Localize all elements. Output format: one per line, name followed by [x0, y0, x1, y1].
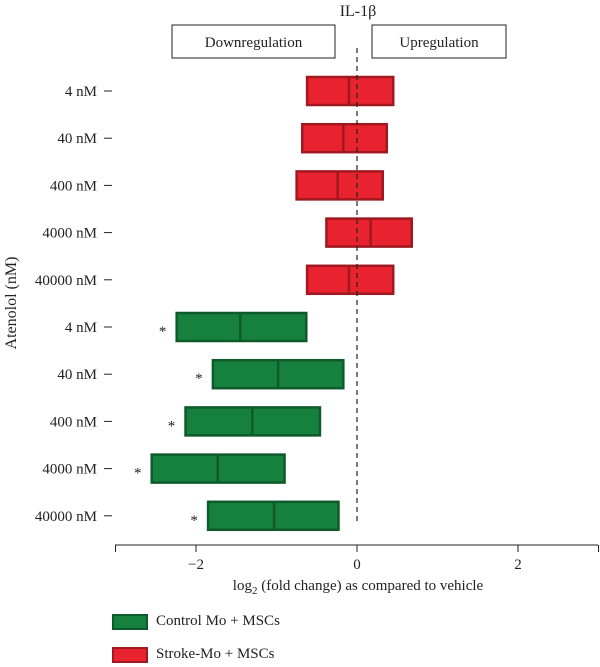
y-tick-label: 40 nM — [57, 131, 97, 147]
bar-stroke-3 — [325, 217, 413, 248]
y-tick-7: 400 nM — [50, 414, 112, 430]
legend-swatch-stroke — [112, 646, 148, 663]
y-tick-1: 40 nM — [57, 131, 112, 147]
x-tick-label: −2 — [188, 557, 204, 573]
y-tick-9: 40000 nM — [35, 509, 112, 525]
bar-stroke-1 — [301, 122, 389, 154]
legend-label-stroke: Stroke-Mo + MSCs — [156, 646, 275, 662]
y-tick-label: 4000 nM — [42, 226, 97, 242]
y-tick-8: 4000 nM — [42, 462, 112, 478]
legend-item-stroke: Stroke-Mo + MSCs — [112, 646, 274, 663]
y-tick-label: 4 nM — [65, 84, 97, 100]
significance-marker: * — [168, 418, 176, 434]
annotation-left-label: Downregulation — [205, 35, 303, 51]
y-tick-label: 40 nM — [57, 367, 97, 383]
bar-control-3: * — [134, 453, 286, 484]
y-tick-label: 4000 nM — [42, 462, 97, 478]
y-tick-3: 4000 nM — [42, 226, 112, 242]
legend-item-control: Control Mo + MSCs — [112, 613, 280, 630]
y-tick-4: 40000 nM — [35, 273, 112, 289]
bar-stroke-4 — [305, 264, 395, 296]
significance-marker: * — [134, 466, 142, 482]
chart-title: IL-1β — [340, 3, 377, 20]
x-tick-2: 2 — [514, 545, 522, 573]
bar-stroke-2 — [295, 170, 385, 201]
y-tick-6: 40 nM — [57, 367, 112, 383]
y-tick-label: 40000 nM — [35, 273, 97, 289]
significance-marker: * — [159, 324, 167, 340]
y-tick-label: 40000 nM — [35, 509, 97, 525]
annotation-right-label: Upregulation — [399, 35, 479, 51]
legend-swatch-control — [112, 613, 148, 630]
bar-stroke-0 — [305, 75, 395, 107]
y-axis-label: Atenolol (nM) — [3, 257, 20, 350]
annotation-upregulation: Upregulation — [371, 24, 507, 59]
y-tick-label: 4 nM — [65, 320, 97, 336]
y-tick-label: 400 nM — [50, 178, 97, 194]
bar-box — [325, 217, 413, 248]
x-tick-0: −2 — [188, 545, 204, 573]
annotation-downregulation: Downregulation — [171, 24, 336, 59]
bar-box — [295, 170, 385, 201]
x-tick-label: 2 — [514, 557, 522, 573]
significance-marker: * — [195, 371, 203, 387]
bar-control-4: * — [190, 500, 340, 532]
x-tick-label: 0 — [353, 557, 361, 573]
x-tick-1: 0 — [353, 545, 361, 573]
bar-control-2: * — [168, 406, 322, 437]
significance-marker: * — [190, 513, 198, 529]
bar-control-1: * — [195, 358, 345, 390]
y-tick-2: 400 nM — [50, 178, 112, 194]
y-tick-0: 4 nM — [65, 84, 112, 100]
bar-control-0: * — [159, 311, 308, 343]
y-tick-label: 400 nM — [50, 414, 97, 430]
legend-label-control: Control Mo + MSCs — [156, 613, 280, 629]
y-tick-5: 4 nM — [65, 320, 112, 336]
x-axis-label: log2 (fold change) as compared to vehicl… — [233, 578, 484, 597]
